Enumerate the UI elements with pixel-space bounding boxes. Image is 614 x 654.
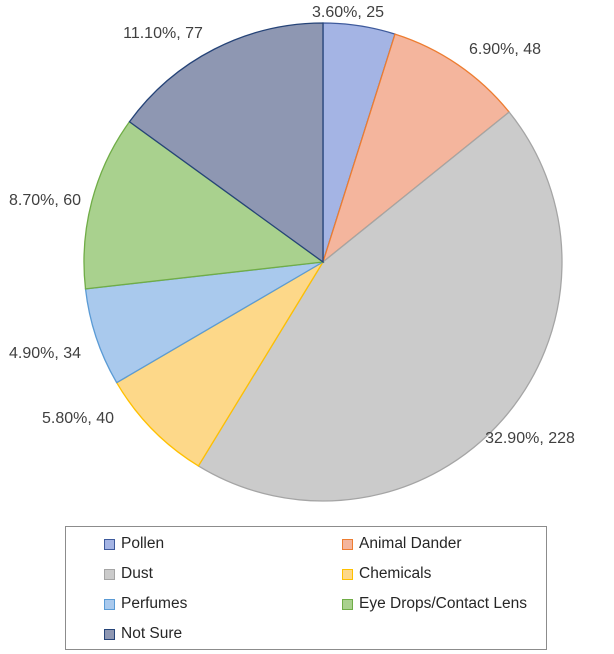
pie-data-labels: 3.60%, 25 6.90%, 48 32.90%, 228 5.80%, 40 4.… [9, 4, 575, 447]
legend-swatch-animal-dander [342, 538, 353, 550]
data-label-not-sure: 11.10%, 77 [123, 25, 203, 42]
chart-legend: Pollen Animal Dander Dust Chemicals Perf… [65, 526, 547, 650]
legend-item-not-sure: Not Sure [104, 625, 182, 643]
legend-item-animal-dander: Animal Dander [342, 535, 462, 553]
legend-label-eye-drops-contact-lens: Eye Drops/Contact Lens [359, 595, 528, 612]
legend-swatch-dust [104, 568, 115, 580]
data-label-perfumes: 4.90%, 34 [9, 345, 81, 362]
pie-slice-chemicals [115, 261, 324, 467]
legend-label-perfumes: Perfumes [121, 595, 188, 612]
pie-plot-area: 3.60%, 25 6.90%, 48 32.90%, 228 5.80%, 40 4.… [9, 4, 575, 502]
legend-label-animal-dander: Animal Dander [359, 535, 462, 552]
data-label-chemicals: 5.80%, 40 [42, 410, 114, 427]
legend-label-not-sure: Not Sure [121, 625, 183, 642]
data-label-animal-dander: 6.90%, 48 [469, 41, 541, 58]
data-label-pollen: 3.60%, 25 [312, 4, 384, 21]
pie-slice-not-sure [128, 22, 324, 264]
legend-label-chemicals: Chemicals [359, 565, 432, 582]
data-label-eye-drops-contact-lens: 8.70%, 60 [9, 192, 81, 209]
legend-item-chemicals: Chemicals [342, 565, 431, 583]
legend-swatch-eye-drops-contact-lens [342, 598, 353, 610]
legend-swatch-pollen [104, 538, 115, 550]
data-label-dust: 32.90%, 228 [485, 430, 575, 447]
legend-label-dust: Dust [121, 565, 153, 582]
pie-slices [83, 22, 563, 502]
legend-item-dust: Dust [104, 565, 153, 583]
legend-item-perfumes: Perfumes [104, 595, 187, 613]
pie-slice-eye-drops-contact-lens [83, 120, 325, 290]
pie-slice-animal-dander [321, 33, 511, 264]
legend-swatch-perfumes [104, 598, 115, 610]
legend-label-pollen: Pollen [121, 535, 165, 552]
legend-item-pollen: Pollen [104, 535, 164, 553]
legend-swatch-chemicals [342, 568, 353, 580]
legend-item-eye-drops-contact-lens: Eye Drops/Contact Lens [342, 595, 527, 613]
legend-swatch-not-sure [104, 628, 115, 640]
pie-slice-dust [197, 111, 563, 502]
